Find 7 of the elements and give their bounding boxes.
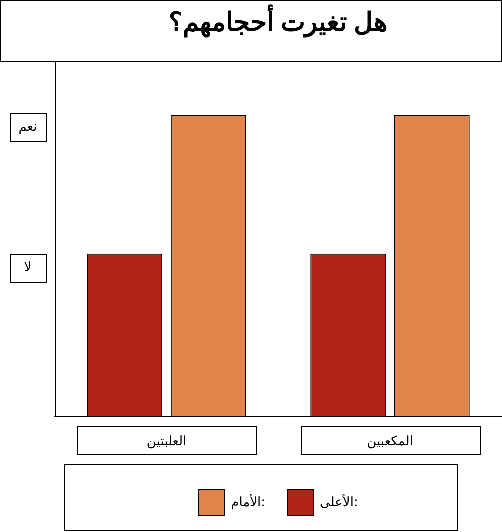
text: لا bbox=[24, 260, 32, 276]
legend-label: الأعلى: bbox=[320, 493, 358, 510]
x-tick-label: العلبتين bbox=[146, 434, 187, 450]
x-tick-label: المكعبين bbox=[367, 434, 414, 450]
chart-title: هل تغيرت أحجامهم؟ bbox=[168, 4, 388, 38]
legend-label: الأمام: bbox=[231, 493, 266, 510]
text: نعم bbox=[18, 120, 38, 135]
